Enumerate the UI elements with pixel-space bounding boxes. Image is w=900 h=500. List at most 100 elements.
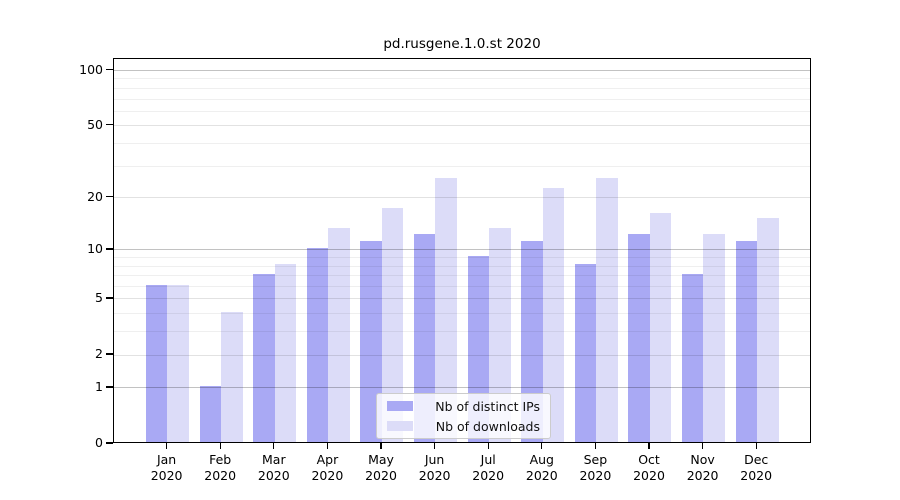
x-tick-label-line: 2020 (579, 468, 612, 483)
gridline-y-40 (114, 142, 810, 144)
gridline-y-20 (114, 197, 810, 199)
x-tick-aug-2020 (541, 443, 543, 449)
x-tick-label-line: Sep (583, 452, 608, 467)
bar-nb-of-distinct-ips-oct-2020 (628, 234, 650, 442)
x-tick-label-line: Apr (316, 452, 339, 467)
bar-nb-of-downloads-feb-2020 (221, 311, 243, 442)
y-tick-label-20: 20 (87, 188, 103, 204)
y-tick-label-10: 10 (87, 240, 103, 256)
y-tick-label-2: 2 (95, 346, 103, 362)
x-tick-label-line: 2020 (365, 468, 397, 483)
x-tick-label-line: 2020 (686, 468, 719, 483)
x-tick-label-jun-2020: Jun 2020 (405, 452, 465, 484)
bar-nb-of-distinct-ips-aug-2020 (521, 240, 543, 442)
bar-nb-of-distinct-ips-feb-2020 (199, 385, 221, 442)
gridline-y-100 (114, 70, 810, 71)
x-tick-label-line: Oct (638, 452, 660, 467)
x-tick-label-oct-2020: Oct 2020 (619, 452, 679, 484)
gridline-y-9 (114, 257, 810, 259)
legend-label-nb-of-downloads: Nb of downloads (435, 418, 540, 434)
bar-nb-of-downloads-dec-2020 (757, 217, 779, 442)
gridline-y-3 (114, 331, 810, 333)
x-tick-jul-2020 (487, 443, 489, 449)
x-tick-label-jul-2020: Jul 2020 (458, 452, 518, 484)
bar-nb-of-downloads-sep-2020 (596, 178, 618, 442)
bar-nb-of-distinct-ips-may-2020 (360, 240, 382, 442)
x-tick-label-feb-2020: Feb 2020 (190, 452, 250, 484)
chart-title: pd.rusgene.1.0.st 2020 (383, 36, 541, 52)
bar-nb-of-downloads-mar-2020 (274, 264, 297, 442)
gridline-y-2 (114, 354, 810, 356)
y-tick-5 (106, 297, 113, 299)
x-tick-label-sep-2020: Sep 2020 (565, 452, 625, 484)
gridline-y-30 (114, 165, 810, 167)
y-tick-2 (106, 353, 113, 355)
y-tick-label-1: 1 (95, 378, 103, 394)
x-tick-label-line: Jun (424, 452, 445, 467)
bar-nb-of-distinct-ips-dec-2020 (735, 240, 757, 442)
legend-item-nb-of-distinct-ips: Nb of distinct IPs (387, 398, 540, 414)
bar-nb-of-distinct-ips-nov-2020 (681, 273, 704, 442)
gridline-y-90 (114, 78, 810, 80)
bar-nb-of-downloads-jul-2020 (489, 228, 511, 442)
y-tick-label-100: 100 (79, 61, 103, 77)
gridline-y-4 (114, 313, 810, 315)
x-tick-label-line: 2020 (633, 468, 665, 483)
x-tick-label-jan-2020: Jan 2020 (137, 452, 197, 484)
x-tick-jan-2020 (166, 443, 168, 449)
x-tick-label-apr-2020: Apr 2020 (297, 452, 357, 484)
x-tick-label-line: 2020 (525, 468, 558, 483)
x-tick-label-dec-2020: Dec 2020 (726, 452, 786, 484)
bar-nb-of-distinct-ips-jun-2020 (413, 234, 436, 442)
y-tick-label-50: 50 (87, 116, 103, 132)
legend-swatch-nb-of-distinct-ips (387, 401, 413, 411)
gridline-y-50 (114, 125, 810, 127)
gridline-y-10 (114, 249, 810, 251)
gridline-y-7 (114, 275, 810, 277)
gridline-y-70 (114, 98, 810, 100)
x-tick-label-line: 2020 (150, 468, 183, 483)
x-tick-may-2020 (380, 443, 382, 449)
bar-nb-of-distinct-ips-jan-2020 (145, 284, 168, 442)
y-tick-10 (106, 248, 113, 250)
bar-nb-of-distinct-ips-apr-2020 (306, 247, 329, 442)
x-tick-label-aug-2020: Aug 2020 (512, 452, 572, 484)
bar-nb-of-downloads-jan-2020 (167, 284, 189, 442)
legend-label-nb-of-distinct-ips: Nb of distinct IPs (435, 398, 540, 414)
x-tick-label-line: 2020 (740, 468, 773, 483)
y-tick-label-0: 0 (95, 435, 103, 450)
gridline-y-1 (114, 387, 810, 389)
legend-swatch-nb-of-downloads (387, 421, 413, 431)
x-tick-label-line: 2020 (472, 468, 505, 483)
x-tick-label-line: 2020 (257, 468, 290, 483)
legend: Nb of distinct IPs Nb of downloads (376, 393, 551, 439)
bar-nb-of-downloads-nov-2020 (703, 234, 725, 442)
x-tick-dec-2020 (755, 443, 757, 449)
x-tick-label-line: Aug (529, 452, 554, 467)
y-tick-1 (106, 386, 113, 388)
bar-nb-of-downloads-aug-2020 (542, 188, 565, 442)
x-tick-label-line: 2020 (311, 468, 344, 483)
legend-item-nb-of-downloads: Nb of downloads (387, 418, 540, 434)
gridline-y-60 (114, 110, 810, 112)
gridline-y-80 (114, 87, 810, 89)
x-tick-feb-2020 (219, 443, 221, 449)
x-tick-label-line: Feb (209, 452, 232, 467)
bar-nb-of-downloads-may-2020 (381, 208, 404, 442)
x-tick-label-line: Nov (690, 452, 715, 467)
x-tick-nov-2020 (702, 443, 704, 449)
y-tick-label-5: 5 (95, 289, 103, 305)
x-tick-label-line: Jul (480, 452, 496, 467)
x-tick-label-line: Jan (156, 452, 177, 467)
x-tick-label-line: 2020 (418, 468, 451, 483)
x-tick-label-line: May (368, 452, 394, 467)
bar-nb-of-downloads-jun-2020 (435, 178, 457, 442)
x-tick-mar-2020 (273, 443, 275, 449)
y-tick-50 (106, 124, 113, 126)
bar-nb-of-distinct-ips-mar-2020 (253, 273, 275, 442)
x-tick-label-may-2020: May 2020 (351, 452, 411, 484)
x-tick-label-nov-2020: Nov 2020 (673, 452, 733, 484)
x-tick-sep-2020 (594, 443, 597, 449)
gridline-y-6 (114, 286, 810, 288)
